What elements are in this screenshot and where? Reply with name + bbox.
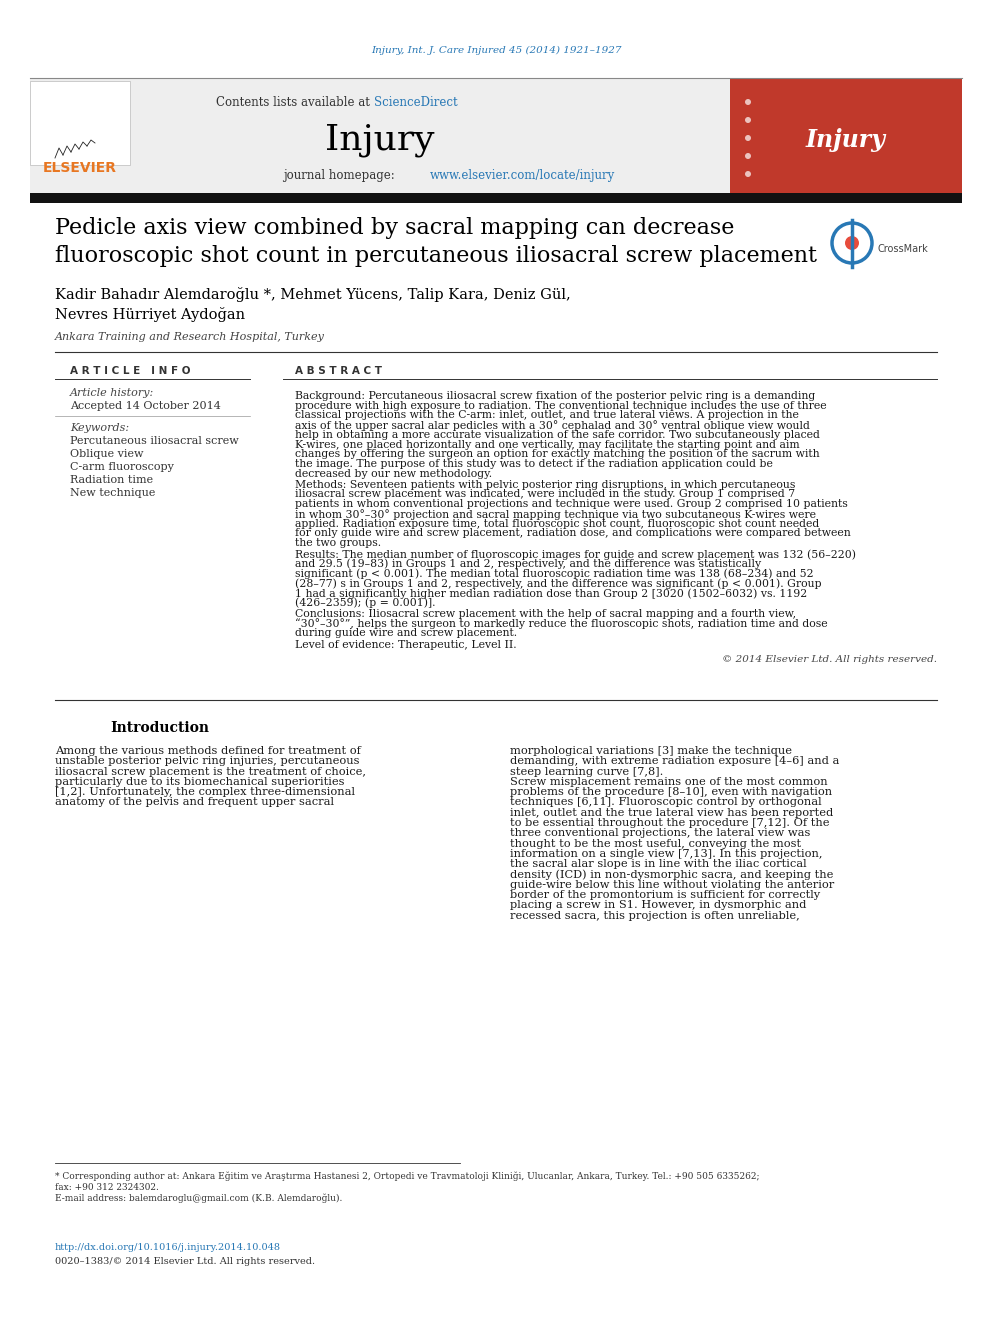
Text: Screw misplacement remains one of the most common: Screw misplacement remains one of the mo… [510, 777, 827, 787]
Circle shape [845, 235, 859, 250]
Text: journal homepage:: journal homepage: [283, 169, 399, 183]
Text: Kadir Bahadır Alemdaroğlu *, Mehmet Yücens, Talip Kara, Deniz Gül,: Kadir Bahadır Alemdaroğlu *, Mehmet Yüce… [55, 287, 570, 302]
Text: particularly due to its biomechanical superiorities: particularly due to its biomechanical su… [55, 777, 344, 787]
Text: three conventional projections, the lateral view was: three conventional projections, the late… [510, 828, 810, 839]
Text: iliosacral screw placement is the treatment of choice,: iliosacral screw placement is the treatm… [55, 766, 366, 777]
Text: axis of the upper sacral alar pedicles with a 30° cephalad and 30° ventral obliq: axis of the upper sacral alar pedicles w… [295, 421, 809, 431]
Text: E-mail address: balemdaroglu@gmail.com (K.B. Alemdaroğlu).: E-mail address: balemdaroglu@gmail.com (… [55, 1193, 342, 1203]
Text: Injury: Injury [806, 128, 886, 152]
Text: Percutaneous iliosacral screw: Percutaneous iliosacral screw [70, 437, 239, 446]
Bar [730, 79, 962, 194]
Text: in whom 30°–30° projection and sacral mapping technique via two subcutaneous K-w: in whom 30°–30° projection and sacral ma… [295, 509, 816, 520]
Text: the image. The purpose of this study was to detect if the radiation application : the image. The purpose of this study was… [295, 459, 773, 468]
Text: Oblique view: Oblique view [70, 448, 144, 459]
Text: New technique: New technique [70, 488, 156, 497]
Text: recessed sacra, this projection is often unreliable,: recessed sacra, this projection is often… [510, 910, 800, 921]
Text: fluoroscopic shot count in percutaneous iliosacral screw placement: fluoroscopic shot count in percutaneous … [55, 245, 817, 267]
Text: ELSEVIER: ELSEVIER [43, 161, 117, 175]
Text: 1 had a significantly higher median radiation dose than Group 2 [3020 (1502–6032: 1 had a significantly higher median radi… [295, 587, 807, 598]
Text: www.elsevier.com/locate/injury: www.elsevier.com/locate/injury [430, 169, 615, 183]
Bar [30, 193, 962, 202]
Text: problems of the procedure [8–10], even with navigation: problems of the procedure [8–10], even w… [510, 787, 832, 798]
Text: decreased by our new methodology.: decreased by our new methodology. [295, 468, 492, 479]
Text: “30°–30°”, helps the surgeon to markedly reduce the fluoroscopic shots, radiatio: “30°–30°”, helps the surgeon to markedly… [295, 619, 827, 630]
Text: CrossMark: CrossMark [877, 243, 928, 254]
Text: Methods: Seventeen patients with pelvic posterior ring disruptions, in which per: Methods: Seventeen patients with pelvic … [295, 480, 796, 490]
Text: [1,2]. Unfortunately, the complex three-dimensional: [1,2]. Unfortunately, the complex three-… [55, 787, 355, 798]
Bar [30, 79, 730, 194]
Text: A B S T R A C T: A B S T R A C T [295, 366, 382, 376]
Text: inlet, outlet and the true lateral view has been reported: inlet, outlet and the true lateral view … [510, 808, 833, 818]
Text: placing a screw in S1. However, in dysmorphic and: placing a screw in S1. However, in dysmo… [510, 901, 806, 910]
Text: * Corresponding author at: Ankara Eğitim ve Araştırma Hastanesi 2, Ortopedi ve T: * Corresponding author at: Ankara Eğitim… [55, 1171, 760, 1180]
Circle shape [745, 135, 751, 142]
Text: fax: +90 312 2324302.: fax: +90 312 2324302. [55, 1183, 159, 1192]
Text: Background: Percutaneous iliosacral screw fixation of the posterior pelvic ring : Background: Percutaneous iliosacral scre… [295, 392, 815, 401]
Text: techniques [6,11]. Fluoroscopic control by orthogonal: techniques [6,11]. Fluoroscopic control … [510, 798, 821, 807]
Circle shape [745, 171, 751, 177]
Circle shape [745, 153, 751, 159]
Text: unstable posterior pelvic ring injuries, percutaneous: unstable posterior pelvic ring injuries,… [55, 757, 359, 766]
Text: © 2014 Elsevier Ltd. All rights reserved.: © 2014 Elsevier Ltd. All rights reserved… [722, 655, 937, 664]
Text: border of the promontorium is sufficient for correctly: border of the promontorium is sufficient… [510, 890, 820, 900]
Text: steep learning curve [7,8].: steep learning curve [7,8]. [510, 766, 664, 777]
Text: (426–2359); (p = 0.001)].: (426–2359); (p = 0.001)]. [295, 598, 435, 609]
Circle shape [745, 116, 751, 123]
Text: demanding, with extreme radiation exposure [4–6] and a: demanding, with extreme radiation exposu… [510, 757, 839, 766]
Text: classical projections with the C-arm: inlet, outlet, and true lateral views. A p: classical projections with the C-arm: in… [295, 410, 799, 421]
Bar [30, 81, 130, 165]
Text: ScienceDirect: ScienceDirect [374, 95, 457, 108]
Text: Conclusions: Iliosacral screw placement with the help of sacral mapping and a fo: Conclusions: Iliosacral screw placement … [295, 609, 797, 619]
Text: significant (p < 0.001). The median total fluoroscopic radiation time was 138 (6: significant (p < 0.001). The median tota… [295, 569, 813, 579]
Text: Injury: Injury [325, 123, 434, 157]
Text: A R T I C L E   I N F O: A R T I C L E I N F O [70, 366, 190, 376]
Text: K-wires, one placed horizontally and one vertically, may facilitate the starting: K-wires, one placed horizontally and one… [295, 439, 800, 450]
Text: Contents lists available at: Contents lists available at [216, 95, 374, 108]
Text: C-arm fluoroscopy: C-arm fluoroscopy [70, 462, 174, 472]
Text: to be essential throughout the procedure [7,12]. Of the: to be essential throughout the procedure… [510, 818, 829, 828]
Text: procedure with high exposure to radiation. The conventional technique includes t: procedure with high exposure to radiatio… [295, 401, 826, 410]
Text: anatomy of the pelvis and frequent upper sacral: anatomy of the pelvis and frequent upper… [55, 798, 334, 807]
Text: (28–77) s in Groups 1 and 2, respectively, and the difference was significant (p: (28–77) s in Groups 1 and 2, respectivel… [295, 578, 821, 589]
Text: patients in whom conventional projections and technique were used. Group 2 compr: patients in whom conventional projection… [295, 499, 848, 509]
Text: Results: The median number of fluoroscopic images for guide and screw placement : Results: The median number of fluoroscop… [295, 549, 856, 560]
Text: and 29.5 (19–83) in Groups 1 and 2, respectively, and the difference was statist: and 29.5 (19–83) in Groups 1 and 2, resp… [295, 558, 761, 569]
Text: during guide wire and screw placement.: during guide wire and screw placement. [295, 628, 517, 638]
Text: thought to be the most useful, conveying the most: thought to be the most useful, conveying… [510, 839, 802, 848]
Text: Article history:: Article history: [70, 388, 154, 398]
Text: Ankara Training and Research Hospital, Turkey: Ankara Training and Research Hospital, T… [55, 332, 324, 343]
Text: Among the various methods defined for treatment of: Among the various methods defined for tr… [55, 746, 361, 755]
Text: Injury, Int. J. Care Injured 45 (2014) 1921–1927: Injury, Int. J. Care Injured 45 (2014) 1… [371, 45, 621, 54]
Text: Nevres Hürriyet Aydoğan: Nevres Hürriyet Aydoğan [55, 307, 245, 321]
Text: Keywords:: Keywords: [70, 423, 129, 433]
Text: information on a single view [7,13]. In this projection,: information on a single view [7,13]. In … [510, 849, 822, 859]
Text: 0020–1383/© 2014 Elsevier Ltd. All rights reserved.: 0020–1383/© 2014 Elsevier Ltd. All right… [55, 1257, 315, 1266]
Text: iliosacral screw placement was indicated, were included in the study. Group 1 co: iliosacral screw placement was indicated… [295, 490, 796, 500]
Text: the two groups.: the two groups. [295, 538, 381, 548]
Text: Radiation time: Radiation time [70, 475, 153, 486]
Text: applied. Radiation exposure time, total fluoroscopic shot count, fluoroscopic sh: applied. Radiation exposure time, total … [295, 519, 819, 529]
Text: morphological variations [3] make the technique: morphological variations [3] make the te… [510, 746, 792, 755]
Circle shape [745, 99, 751, 105]
Text: changes by offering the surgeon an option for exactly matching the position of t: changes by offering the surgeon an optio… [295, 450, 819, 459]
Text: http://dx.doi.org/10.1016/j.injury.2014.10.048: http://dx.doi.org/10.1016/j.injury.2014.… [55, 1244, 281, 1253]
Text: Pedicle axis view combined by sacral mapping can decrease: Pedicle axis view combined by sacral map… [55, 217, 734, 239]
Text: guide-wire below this line without violating the anterior: guide-wire below this line without viola… [510, 880, 834, 890]
Text: Level of evidence: Therapeutic, Level II.: Level of evidence: Therapeutic, Level II… [295, 639, 517, 650]
Text: help in obtaining a more accurate visualization of the safe corridor. Two subcut: help in obtaining a more accurate visual… [295, 430, 819, 439]
Text: for only guide wire and screw placement, radiation dose, and complications were : for only guide wire and screw placement,… [295, 528, 851, 538]
Text: Introduction: Introduction [110, 721, 209, 736]
Text: density (ICD) in non-dysmorphic sacra, and keeping the: density (ICD) in non-dysmorphic sacra, a… [510, 869, 833, 880]
Text: Accepted 14 October 2014: Accepted 14 October 2014 [70, 401, 221, 411]
Text: the sacral alar slope is in line with the iliac cortical: the sacral alar slope is in line with th… [510, 860, 806, 869]
